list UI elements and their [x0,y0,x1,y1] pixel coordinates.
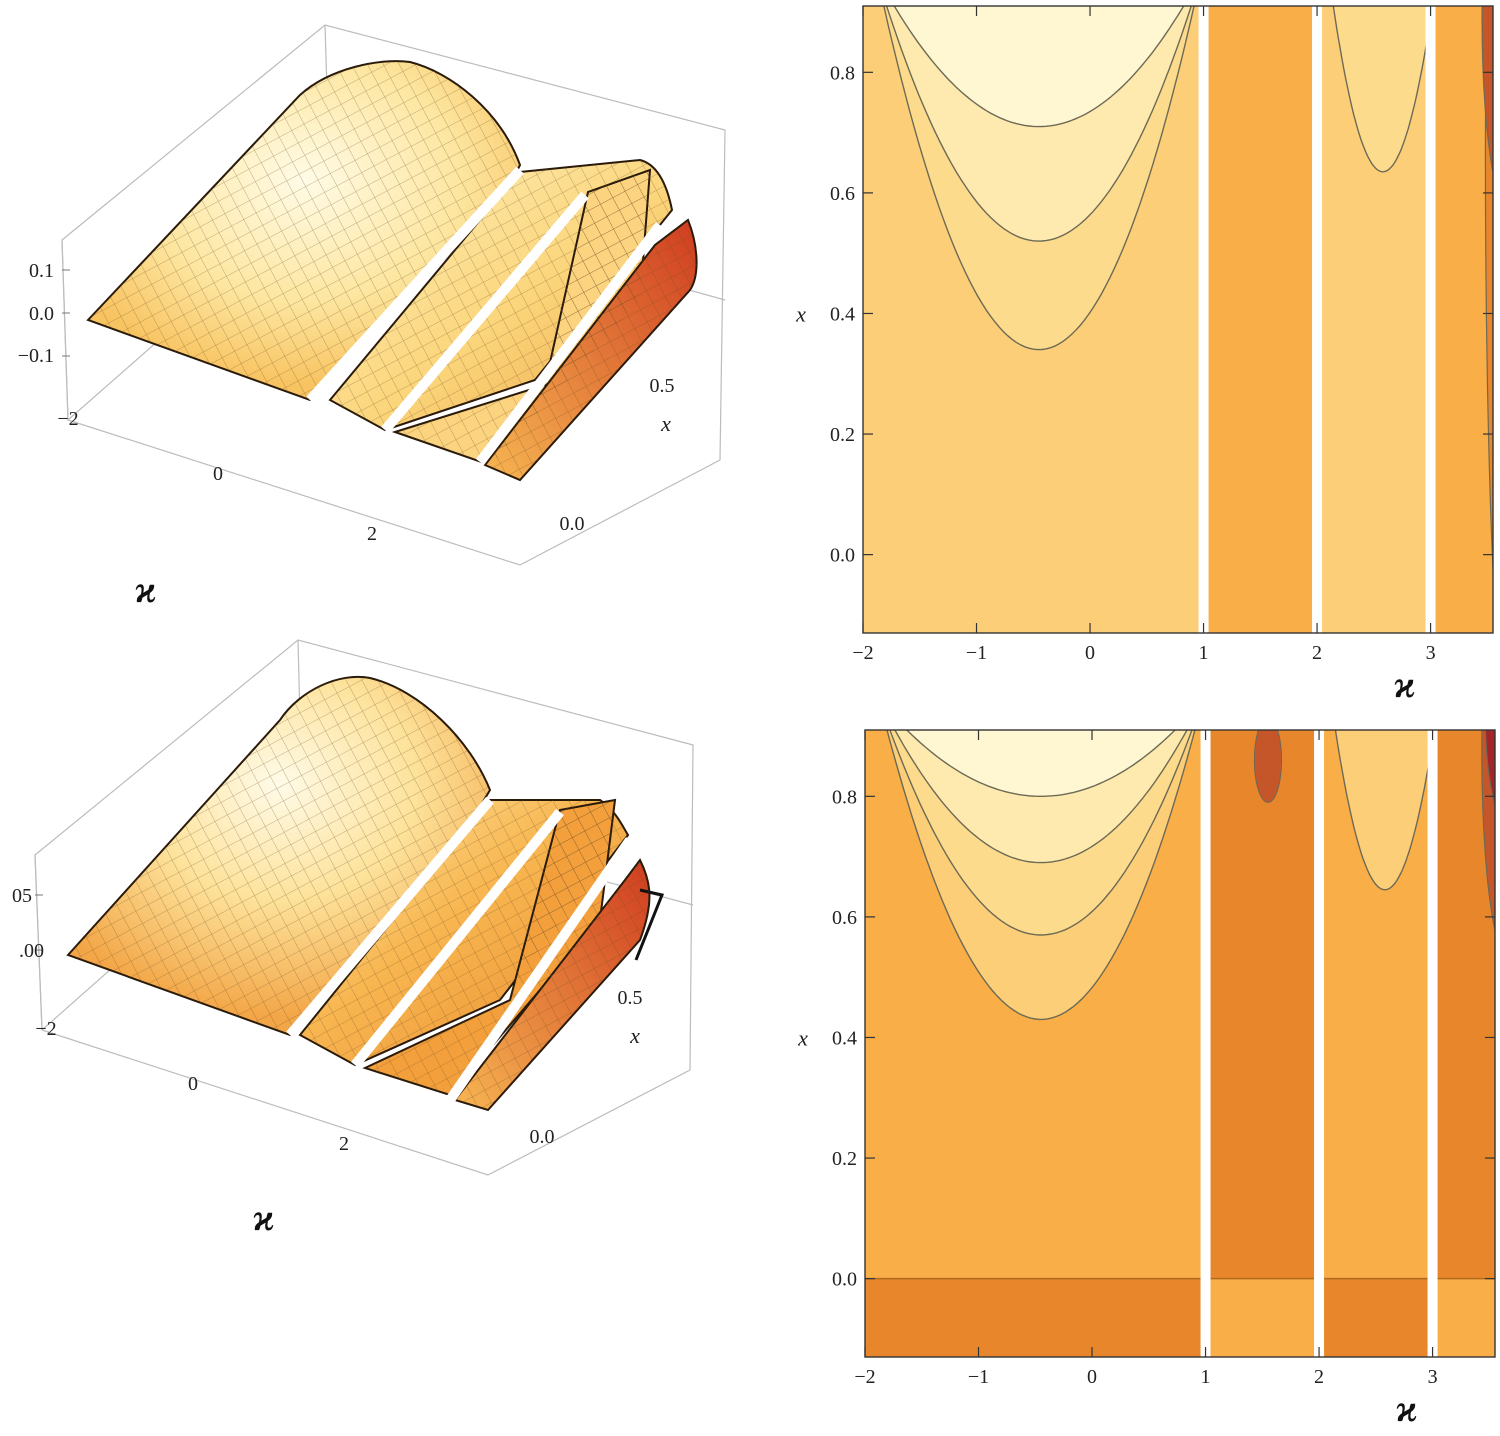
z-axis-ticks [62,269,70,357]
x-tick-label: −2 [854,1366,875,1388]
x-tick-label: −2 [852,642,873,664]
x-axis-label: ϰ [135,569,157,611]
contour-spot [1253,730,1283,803]
y-tick-label: 0.8 [832,786,857,808]
y-tick-label: 0.0 [832,1269,857,1291]
z-axis-ticks [35,894,43,951]
edge-band [1484,730,1495,811]
surface-plot-top: 0.1 0.0 −0.1 −2 0 2 0.0 0.5 x ϰ [18,24,726,611]
gap-band [1200,730,1211,1357]
gap-band [1198,6,1209,633]
y-axis-label: x [660,411,671,436]
y-tick-label: 0.8 [830,62,855,84]
z-tick-label: 05 [12,885,32,907]
gap-band [1425,6,1436,633]
y-tick-label: 0.5 [618,987,643,1009]
y-tick-label: 0.0 [830,545,855,567]
y-tick-label: 0.2 [832,1148,857,1170]
z-tick-label: −0.1 [18,345,54,367]
edge-band [1481,6,1493,176]
y-tick-label: 0.4 [832,1027,857,1049]
x-tick-label: −2 [57,408,78,430]
y-tick-label: 0.6 [830,183,855,205]
y-axis-label: x [629,1023,640,1048]
z-tick-label: 0.0 [29,303,54,325]
x-axis-label: ϰ [253,1197,275,1239]
x-tick-label: 2 [1314,1366,1324,1388]
y-tick-label: 0.5 [650,375,675,397]
plot-frame [864,729,1496,1358]
x-tick-label: 1 [1199,642,1209,664]
y-tick-label: 0.4 [830,303,855,325]
gap-band [1312,6,1323,633]
x-tick-label: −1 [968,1366,989,1388]
y-axis-label: x [797,1025,808,1050]
x-tick-label: 3 [1428,1366,1438,1388]
x-tick-label: 2 [367,523,377,545]
contour-lobe [1332,6,1431,173]
y-axis-label: x [795,301,806,326]
contour-lobe [905,730,1176,797]
region-fill [1432,1278,1495,1357]
region-fill [1430,6,1493,633]
contour-plot-bottom: −2 −1 0 1 2 3 0.0 0.2 0.4 0.6 0.8 x ϰ [797,729,1496,1430]
x-tick-label: 0 [188,1073,198,1095]
y-tick-label: 0.6 [832,907,857,929]
x-tick-label: −1 [966,642,987,664]
x-tick-label: 1 [1201,1366,1211,1388]
x-tick-label: 0 [1087,1366,1097,1388]
region-fill [1203,6,1318,633]
z-tick-label: .00 [19,940,44,962]
plot-area [865,730,1495,1357]
x-tick-label: 0 [213,463,223,485]
x-tick-label: 0 [1085,642,1095,664]
y-tick-label: 0.0 [530,1126,555,1148]
x-tick-label: 3 [1426,642,1436,664]
gap-band [1427,730,1438,1357]
contour-plot-top: −2 −1 0 1 2 3 0.0 0.2 0.4 0.6 0.8 x ϰ [795,5,1494,706]
x-tick-label: 2 [339,1133,349,1155]
z-tick-label: 0.1 [29,260,54,282]
contour-lobe [1334,730,1433,891]
y-tick-label: 0.0 [560,513,585,535]
region-fill [1205,730,1320,1279]
gap-band [1314,730,1325,1357]
region-fill [1205,1278,1320,1357]
x-tick-label: −2 [35,1018,56,1040]
contour-lobe [893,6,1185,128]
surface-body [66,675,665,1112]
plot-area [863,6,1493,633]
region-fill [865,1278,1206,1357]
surface-body [86,60,698,482]
x-axis-label: ϰ [1394,664,1416,706]
x-axis-label: ϰ [1396,1388,1418,1430]
x-tick-label: 2 [1312,642,1322,664]
surface-plot-bottom: 05 .00 −2 0 2 0.0 0.5 x ϰ [12,639,694,1239]
region-fill [1319,1278,1433,1357]
y-tick-label: 0.2 [830,424,855,446]
plot-frame [862,5,1494,634]
